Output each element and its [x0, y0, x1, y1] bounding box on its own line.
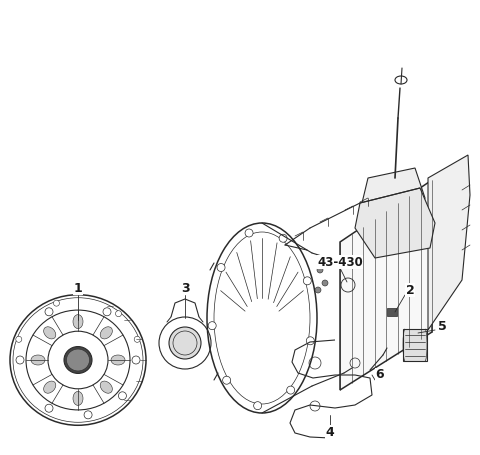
Circle shape: [119, 392, 126, 400]
Circle shape: [317, 267, 323, 273]
Text: 6: 6: [376, 369, 384, 381]
Ellipse shape: [31, 355, 45, 365]
Ellipse shape: [100, 327, 112, 339]
Ellipse shape: [44, 327, 56, 339]
Circle shape: [116, 311, 121, 317]
Circle shape: [253, 402, 262, 410]
Circle shape: [223, 376, 231, 384]
Text: 2: 2: [406, 283, 414, 297]
Circle shape: [279, 234, 287, 242]
Text: 43-430: 43-430: [317, 256, 363, 268]
Circle shape: [217, 263, 225, 272]
Ellipse shape: [111, 355, 125, 365]
Ellipse shape: [100, 381, 112, 393]
Circle shape: [132, 356, 140, 364]
Ellipse shape: [67, 349, 89, 371]
Text: 3: 3: [180, 282, 189, 294]
Ellipse shape: [73, 391, 83, 405]
Ellipse shape: [73, 314, 83, 329]
Circle shape: [303, 277, 312, 285]
Text: 4: 4: [325, 425, 335, 439]
Circle shape: [134, 336, 140, 342]
Circle shape: [287, 386, 295, 394]
Circle shape: [45, 308, 53, 316]
Polygon shape: [403, 329, 427, 361]
Circle shape: [53, 300, 60, 306]
Circle shape: [103, 308, 111, 316]
Polygon shape: [340, 180, 432, 390]
Circle shape: [84, 411, 92, 419]
Polygon shape: [362, 168, 425, 228]
Circle shape: [306, 337, 314, 345]
Circle shape: [208, 322, 216, 330]
Polygon shape: [387, 308, 397, 316]
Circle shape: [315, 287, 321, 293]
Circle shape: [45, 404, 53, 412]
Ellipse shape: [44, 381, 56, 393]
Polygon shape: [355, 188, 435, 258]
Ellipse shape: [169, 327, 201, 359]
Circle shape: [245, 229, 253, 237]
Ellipse shape: [64, 347, 92, 374]
Polygon shape: [428, 155, 470, 330]
Text: 5: 5: [438, 320, 446, 334]
Circle shape: [16, 336, 22, 342]
Circle shape: [322, 280, 328, 286]
Circle shape: [16, 356, 24, 364]
Text: 1: 1: [73, 282, 83, 294]
